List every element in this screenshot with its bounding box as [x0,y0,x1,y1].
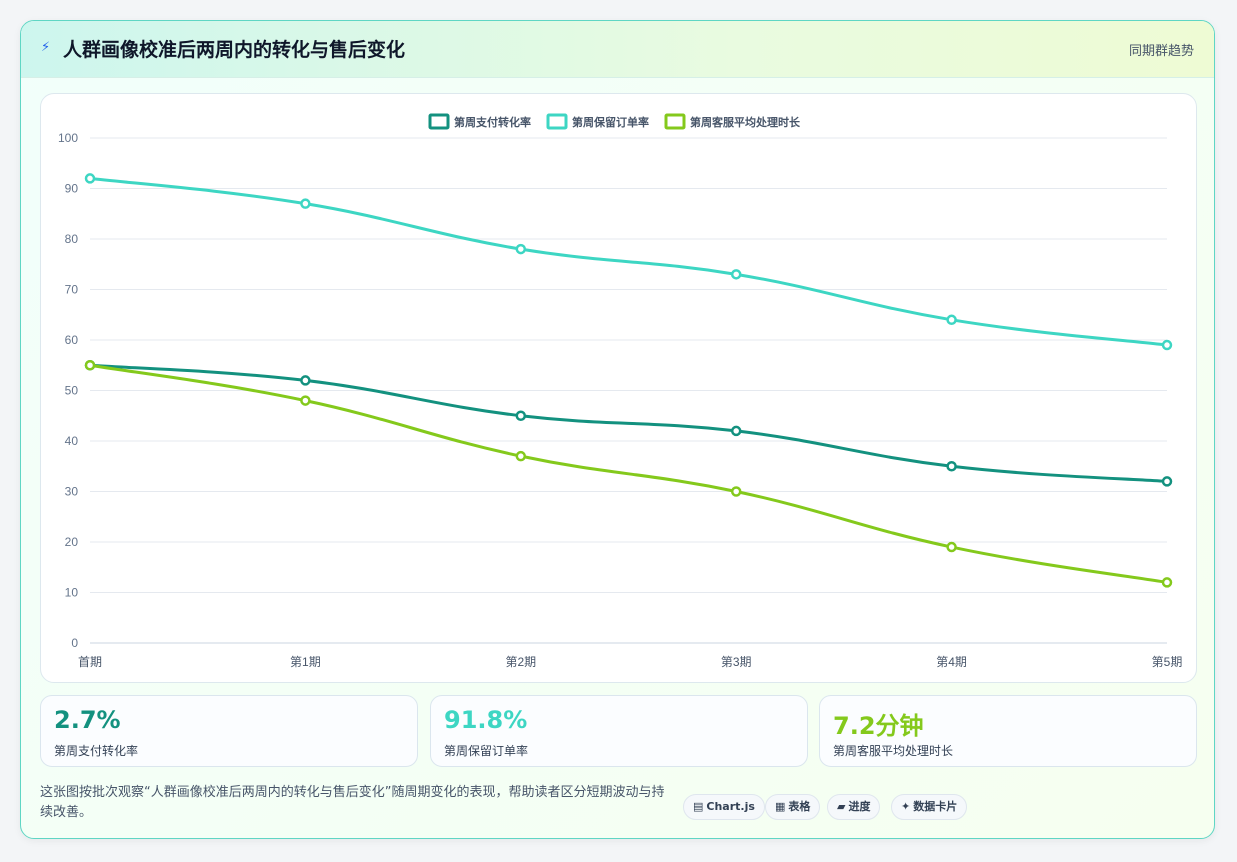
chip-label: 进度 [848,800,871,813]
x-tick-label: 第3期 [721,655,752,669]
lightning-icon: ⚡ [41,40,51,55]
y-tick-label: 70 [65,283,79,297]
y-tick-label: 80 [65,232,79,246]
x-tick-label: 第4期 [936,655,967,669]
chart-icon: ▤ [693,800,704,813]
stat-card-retention: 91.8% 第周保留订单率 [430,695,808,767]
data-point [300,198,311,209]
series-line-1 [89,176,1168,347]
legend-swatch [664,113,686,130]
data-point [300,375,311,386]
stat-label: 第周支付转化率 [54,744,139,758]
data-point [1161,577,1173,588]
data-point [730,425,742,437]
cohort-trend-label: 同期群趋势 [1128,44,1194,59]
card-header: ⚡ 人群画像校准后两周内的转化与售后变化 同期群趋势 [21,21,1214,78]
stat-value: 7.2分钟 [833,712,924,740]
chart-container: 0 10 20 30 40 50 60 70 80 90 100 首期 第1期 第2期 第3期 第4期 第5期 第… [40,93,1197,683]
data-point [946,314,957,326]
x-tick-label: 第5期 [1152,655,1183,669]
chip-label: Chart.js [706,800,755,813]
legend-label: 第周客服平均处理时长 [690,115,801,129]
data-point [946,541,957,553]
x-tick-label: 第1期 [290,655,321,669]
stat-card-service-time: 7.2分钟 第周客服平均处理时长 [819,695,1197,767]
chart-description: 这张图按批次观察“人群画像校准后两周内的转化与售后变化”随周期变化的表现，帮助读… [40,785,665,820]
data-point [946,461,957,472]
data-point [730,269,742,280]
data-point [730,486,742,497]
table-icon: ▦ [775,800,786,813]
y-tick-label: 20 [65,535,79,549]
data-point [84,173,96,184]
y-tick-label: 60 [65,333,79,347]
data-point [1161,339,1173,351]
y-tick-label: 90 [65,182,79,196]
stat-card-conversion: 2.7% 第周支付转化率 [40,695,418,767]
line-chart: 0 10 20 30 40 50 60 70 80 90 100 首期 第1期 第2期 第3期 第4期 第5期 第… [58,113,1183,669]
series-line-0 [89,363,1168,483]
progress-icon: ▰ [837,800,846,813]
data-point [515,450,527,462]
chip-label: 数据卡片 [913,800,958,813]
stat-label: 第周保留订单率 [444,744,529,758]
page-title: 人群画像校准后两周内的转化与售后变化 [63,39,406,61]
data-point [515,410,527,421]
chip-progress[interactable]: ▰ 进度 [827,794,881,820]
chart-card: ⚡ 人群画像校准后两周内的转化与售后变化 同期群趋势 0 10 20 30 40 50 60… [20,20,1215,839]
y-tick-label: 10 [65,586,79,600]
chip-table[interactable]: ▦ 表格 [765,794,821,820]
legend-label: 第周保留订单率 [572,115,649,129]
y-tick-label: 0 [71,636,78,650]
legend-swatch [428,113,450,130]
data-point [515,243,527,255]
data-point [1161,476,1173,487]
chip-data-card[interactable]: ✦ 数据卡片 [891,794,968,820]
y-tick-label: 30 [65,485,79,499]
sparkle-icon: ✦ [901,800,911,813]
stat-label: 第周客服平均处理时长 [833,744,954,758]
y-tick-label: 100 [58,131,78,145]
y-tick-label: 50 [65,384,79,398]
x-tick-label: 第2期 [505,655,536,669]
legend-swatch [546,113,568,130]
x-tick-label: 首期 [78,655,102,669]
chip-chartjs[interactable]: ▤ Chart.js [683,794,765,820]
stat-value: 2.7% [54,706,121,734]
data-point [84,360,96,371]
data-point [300,395,311,406]
y-tick-label: 40 [65,434,79,448]
stat-value: 91.8% [444,706,528,734]
series-line-2 [89,363,1168,584]
legend-label: 第周支付转化率 [454,115,531,129]
chip-label: 表格 [788,800,811,813]
